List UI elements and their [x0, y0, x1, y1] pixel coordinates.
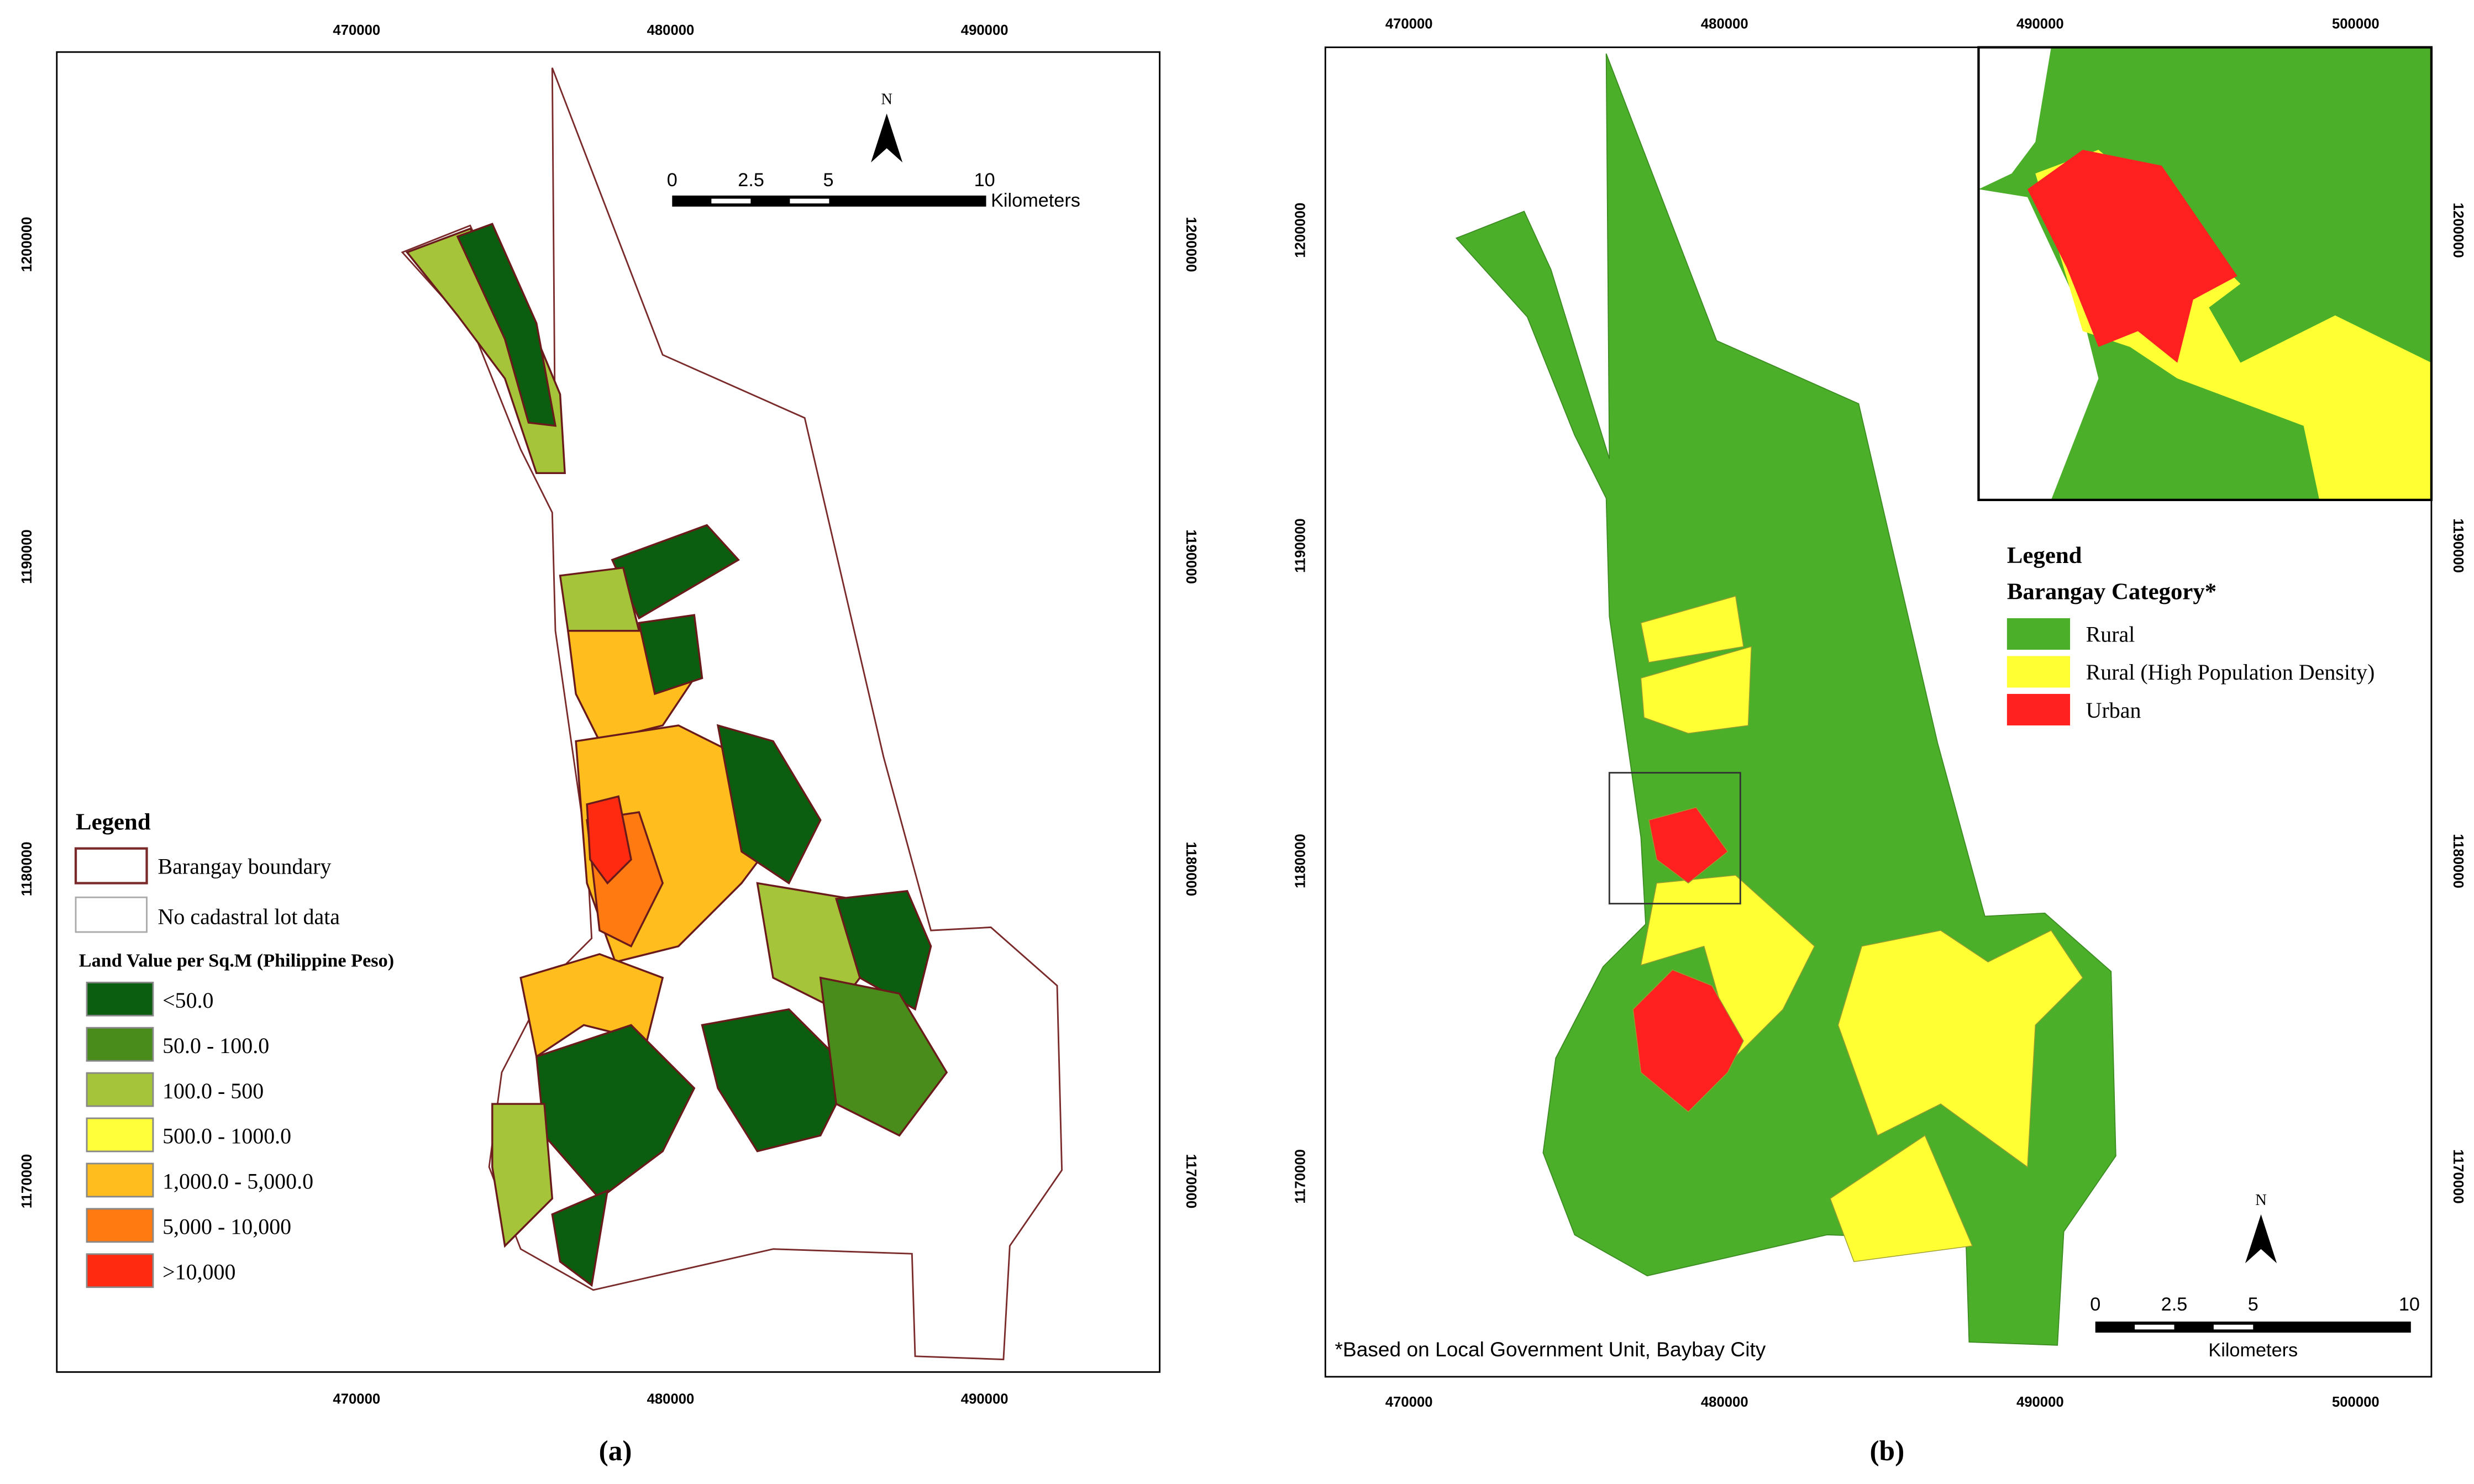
- legend-a: Legend Barangay boundary No cadastral lo…: [74, 809, 394, 971]
- inset-frame: [1977, 46, 2433, 501]
- north-label: N: [881, 91, 892, 108]
- scale-bar-segment: [790, 198, 829, 204]
- scale-bar: [2095, 1321, 2411, 1333]
- legend-swatch: [86, 1072, 154, 1107]
- note: *Based on Local Government Unit, Baybay …: [1335, 1338, 1766, 1361]
- x-tick-label: 500000: [2332, 1394, 2380, 1410]
- scale-unit: Kilometers: [2208, 1340, 2298, 1361]
- inset-locator: [1608, 772, 1741, 905]
- legend-label: 5,000 - 10,000: [162, 1214, 291, 1239]
- north-arrow: [2245, 1214, 2277, 1264]
- y-tick-label: 1170000: [2450, 1149, 2466, 1204]
- legend-swatch: [86, 981, 154, 1017]
- legend-label: >10,000: [162, 1260, 235, 1285]
- legend-swatch: [75, 896, 148, 933]
- north-label: N: [2255, 1192, 2267, 1209]
- legend-label: <50.0: [162, 988, 213, 1013]
- legend-label: 100.0 - 500: [162, 1078, 264, 1103]
- legend-swatch: [86, 1253, 154, 1288]
- scale-label: 5: [823, 170, 833, 191]
- legend-swatch: [2006, 656, 2071, 688]
- legend-label: 1,000.0 - 5,000.0: [162, 1169, 313, 1194]
- legend-subtitle: Barangay Category*: [2007, 579, 2216, 605]
- caption: (b): [1869, 1435, 1904, 1467]
- north-arrow: [871, 113, 903, 163]
- x-tick-label: 480000: [1701, 1394, 1748, 1410]
- legend-label: No cadastral lot data: [158, 904, 340, 929]
- legend-label: 500.0 - 1000.0: [162, 1124, 291, 1149]
- legend-swatch: [2006, 693, 2071, 726]
- x-tick-label: 480000: [647, 23, 695, 38]
- y-tick-label: 1200000: [1183, 217, 1199, 272]
- x-tick-label: 470000: [1385, 16, 1433, 31]
- x-tick-label: 480000: [647, 1391, 695, 1407]
- scale-label: 5: [2248, 1294, 2258, 1315]
- scale-bar-segment: [2213, 1324, 2254, 1330]
- legend-swatch: [86, 1027, 154, 1062]
- x-tick-label: 470000: [333, 1391, 380, 1407]
- y-tick-label: 1190000: [19, 529, 35, 584]
- land-value-patches: [405, 223, 948, 1287]
- scale-label: 10: [2399, 1294, 2420, 1315]
- legend-swatch: [74, 847, 148, 885]
- legend-swatch: [86, 1117, 154, 1153]
- x-tick-label: 490000: [2016, 1394, 2064, 1410]
- scale-label: 0: [667, 170, 677, 191]
- y-tick-label: 1180000: [2450, 834, 2466, 888]
- inset-map: [1978, 47, 2431, 500]
- x-tick-label: 500000: [2332, 16, 2380, 31]
- legend-label: 50.0 - 100.0: [162, 1033, 269, 1058]
- x-tick-label: 490000: [961, 1391, 1008, 1407]
- y-tick-label: 1170000: [19, 1154, 35, 1209]
- legend-label: Barangay boundary: [158, 854, 332, 878]
- scale-label: 0: [2090, 1294, 2100, 1315]
- y-tick-label: 1180000: [1293, 834, 1308, 888]
- legend-swatch: [86, 1162, 154, 1198]
- legend-swatch: [86, 1208, 154, 1243]
- y-tick-label: 1200000: [19, 217, 35, 272]
- scale-bar-segment: [711, 198, 751, 204]
- legend-subtitle: Land Value per Sq.M (Philippine Peso): [79, 950, 394, 971]
- scale-bar-segment: [2135, 1324, 2174, 1330]
- legend-label: Rural (High Population Density): [2086, 660, 2375, 685]
- scale-label: 10: [974, 170, 995, 191]
- y-tick-label: 1180000: [1183, 841, 1199, 896]
- x-tick-label: 490000: [2016, 16, 2064, 31]
- y-tick-label: 1200000: [1293, 203, 1308, 258]
- y-tick-label: 1180000: [19, 841, 35, 896]
- x-tick-label: 480000: [1701, 16, 1748, 31]
- y-tick-label: 1190000: [1293, 518, 1308, 573]
- legend-b: Legend Barangay Category*: [2007, 543, 2216, 605]
- legend-swatch: [2006, 618, 2071, 650]
- scale-label: 2.5: [738, 170, 764, 191]
- legend-label: Rural: [2086, 622, 2135, 647]
- y-tick-label: 1190000: [1183, 529, 1199, 584]
- x-tick-label: 490000: [961, 23, 1008, 38]
- y-tick-label: 1200000: [2450, 203, 2466, 258]
- caption: (a): [599, 1435, 632, 1467]
- legend-label: Urban: [2086, 698, 2141, 723]
- y-tick-label: 1190000: [2450, 518, 2466, 573]
- scale-unit: Kilometers: [991, 190, 1080, 211]
- y-tick-label: 1170000: [1293, 1149, 1308, 1204]
- legend-title: Legend: [76, 809, 151, 835]
- category-patches: [1632, 596, 2083, 1262]
- y-tick-label: 1170000: [1183, 1154, 1199, 1209]
- x-tick-label: 470000: [1385, 1394, 1433, 1410]
- scale-label: 2.5: [2161, 1294, 2188, 1315]
- legend-title: Legend: [2007, 543, 2082, 569]
- x-tick-label: 470000: [333, 23, 380, 38]
